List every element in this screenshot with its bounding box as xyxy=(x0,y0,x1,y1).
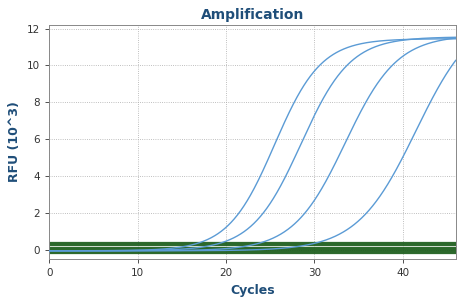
Y-axis label: RFU (10^3): RFU (10^3) xyxy=(8,102,21,182)
X-axis label: Cycles: Cycles xyxy=(230,284,274,297)
Title: Amplification: Amplification xyxy=(200,8,303,22)
